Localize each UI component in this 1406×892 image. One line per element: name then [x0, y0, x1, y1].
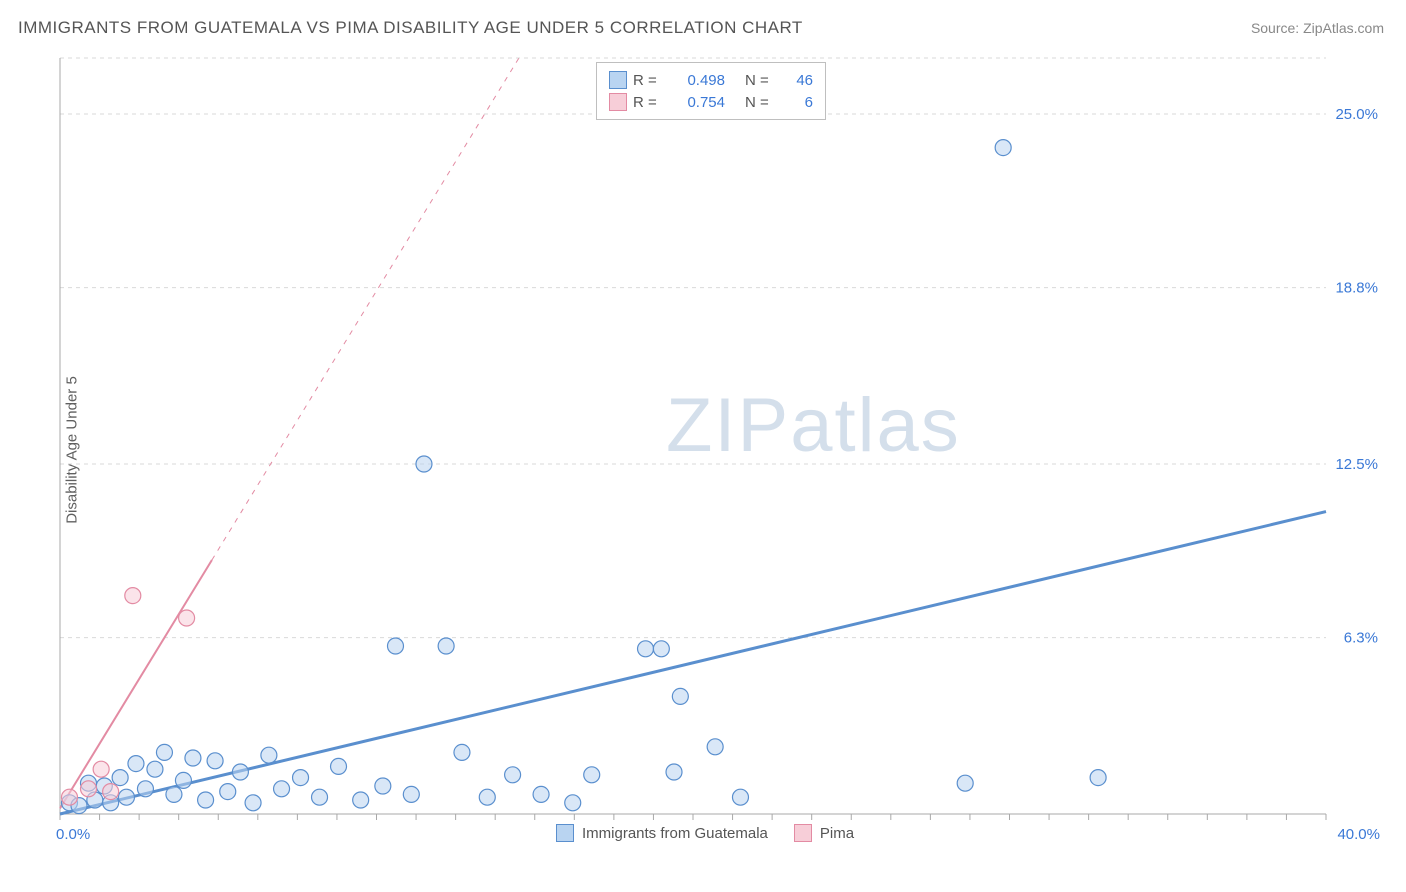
correlation-legend: R = 0.498 N = 46 R = 0.754 N = 6 — [596, 62, 826, 120]
data-point — [207, 753, 223, 769]
legend-swatch-icon — [609, 71, 627, 89]
source-attribution: Source: ZipAtlas.com — [1251, 20, 1384, 36]
data-point — [403, 786, 419, 802]
data-point — [118, 789, 134, 805]
series-legend-label: Immigrants from Guatemala — [582, 825, 768, 842]
legend-n-value: 46 — [785, 72, 813, 89]
scatter-chart-svg: 6.3% 12.5% 18.8% 25.0% — [56, 52, 1386, 848]
y-tick-label: 25.0% — [1335, 106, 1378, 123]
legend-swatch-icon — [556, 824, 574, 842]
legend-swatch-icon — [794, 824, 812, 842]
data-point — [125, 588, 141, 604]
data-point — [533, 786, 549, 802]
data-point — [584, 767, 600, 783]
data-point — [245, 795, 261, 811]
data-point — [61, 789, 77, 805]
data-point — [156, 744, 172, 760]
legend-r-label: R = — [633, 94, 667, 111]
data-point — [80, 781, 96, 797]
data-point — [103, 784, 119, 800]
x-axis-max-label: 40.0% — [1337, 826, 1380, 843]
chart-plot-area: Disability Age Under 5 6.3%12.5%18.8%25.… — [56, 52, 1386, 848]
legend-n-label: N = — [745, 94, 779, 111]
data-point — [416, 456, 432, 472]
data-point — [93, 761, 109, 777]
data-point — [261, 747, 277, 763]
chart-title: IMMIGRANTS FROM GUATEMALA VS PIMA DISABI… — [18, 18, 803, 38]
data-point — [331, 758, 347, 774]
data-point — [957, 775, 973, 791]
legend-r-label: R = — [633, 72, 667, 89]
x-axis-min-label: 0.0% — [56, 826, 90, 843]
y-tick-label: 12.5% — [1335, 456, 1378, 473]
data-point — [128, 756, 144, 772]
data-point — [137, 781, 153, 797]
data-point — [220, 784, 236, 800]
data-point — [312, 789, 328, 805]
legend-r-value: 0.754 — [673, 94, 725, 111]
data-point — [707, 739, 723, 755]
data-point — [166, 786, 182, 802]
data-point — [232, 764, 248, 780]
y-tick-label: 6.3% — [1344, 630, 1378, 647]
data-point — [175, 772, 191, 788]
data-point — [198, 792, 214, 808]
data-point — [638, 641, 654, 657]
data-point — [147, 761, 163, 777]
data-point — [732, 789, 748, 805]
series-legend-label: Pima — [820, 825, 854, 842]
legend-swatch-icon — [609, 93, 627, 111]
data-point — [387, 638, 403, 654]
data-point — [375, 778, 391, 794]
series-legend-item: Immigrants from Guatemala — [556, 824, 768, 842]
data-point — [454, 744, 470, 760]
data-point — [666, 764, 682, 780]
data-point — [293, 770, 309, 786]
data-point — [479, 789, 495, 805]
legend-r-value: 0.498 — [673, 72, 725, 89]
data-point — [353, 792, 369, 808]
series-legend-item: Pima — [794, 824, 854, 842]
legend-row: R = 0.498 N = 46 — [609, 69, 813, 91]
legend-n-label: N = — [745, 72, 779, 89]
data-point — [565, 795, 581, 811]
legend-n-value: 6 — [785, 94, 813, 111]
legend-row: R = 0.754 N = 6 — [609, 91, 813, 113]
data-point — [274, 781, 290, 797]
data-point — [1090, 770, 1106, 786]
data-point — [672, 688, 688, 704]
data-point — [185, 750, 201, 766]
data-point — [112, 770, 128, 786]
data-point — [995, 140, 1011, 156]
data-point — [653, 641, 669, 657]
series-legend: Immigrants from Guatemala Pima — [556, 824, 854, 842]
data-point — [505, 767, 521, 783]
y-tick-label: 18.8% — [1335, 280, 1378, 297]
data-point — [438, 638, 454, 654]
data-point — [179, 610, 195, 626]
